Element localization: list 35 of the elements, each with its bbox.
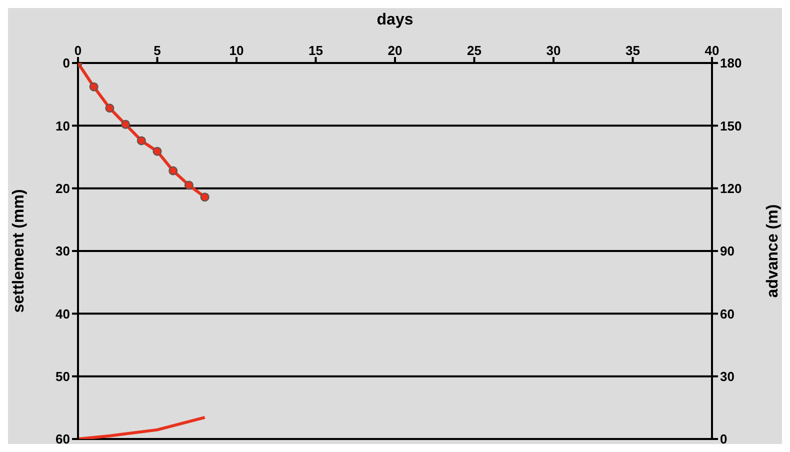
- point: [200, 192, 210, 202]
- point: [121, 120, 130, 129]
- y2-tick-label: 180: [720, 56, 742, 71]
- x-tick-label: 15: [308, 43, 323, 58]
- point: [105, 104, 114, 113]
- x-tick-label: 35: [626, 43, 640, 58]
- y2-tick-label: 150: [720, 118, 742, 134]
- y-tick-label: 60: [56, 432, 70, 447]
- point: [136, 136, 146, 146]
- y-tick-label: 50: [56, 368, 70, 384]
- x-tick-label: 0: [74, 43, 82, 58]
- y-tick-label: 0: [62, 56, 70, 71]
- y-tick-label: 30: [56, 244, 70, 259]
- x-tick-label: 10: [229, 43, 244, 58]
- x-axis-title: days: [376, 11, 414, 28]
- y2-axis-title: advance (m): [764, 204, 782, 298]
- x-tick-label: 20: [388, 43, 402, 58]
- x-tick-label: 30: [546, 43, 561, 58]
- y2-tick-label: 60: [720, 306, 734, 322]
- line-series: [78, 416, 206, 439]
- x-tick-label: 40: [704, 43, 720, 58]
- y-tick-label: 10: [56, 118, 70, 134]
- point: [152, 146, 162, 156]
- point: [89, 82, 98, 92]
- x-tick-label: 5: [154, 43, 161, 58]
- x-tick-label: 25: [467, 43, 482, 58]
- y-tick-label: 40: [56, 306, 70, 322]
- y-tick-label: 20: [56, 180, 70, 196]
- y2-tick-label: 120: [720, 180, 742, 196]
- y-axis-title: settlement (mm): [10, 189, 28, 313]
- y2-tick-label: 90: [720, 244, 734, 259]
- point: [168, 166, 178, 176]
- y2-tick-label: 30: [720, 368, 734, 384]
- point: [184, 180, 194, 190]
- y2-tick-label: 0: [720, 432, 728, 447]
